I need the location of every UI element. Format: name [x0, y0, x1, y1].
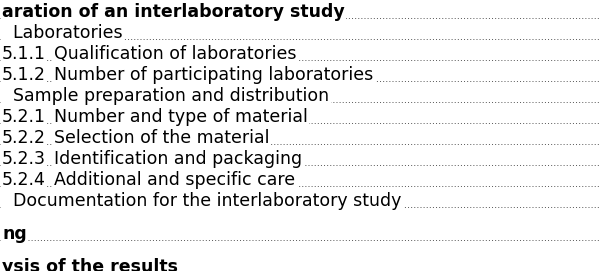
Text: 5.1.2: 5.1.2 — [2, 66, 46, 84]
Text: ng: ng — [2, 225, 27, 243]
Text: Documentation for the interlaboratory study: Documentation for the interlaboratory st… — [2, 192, 401, 210]
Text: Number of participating laboratories: Number of participating laboratories — [54, 66, 373, 84]
Text: Qualification of laboratories: Qualification of laboratories — [54, 45, 296, 63]
Text: 5.2.1: 5.2.1 — [2, 108, 46, 126]
Text: 5.2.4: 5.2.4 — [2, 171, 46, 189]
Text: Number and type of material: Number and type of material — [54, 108, 308, 126]
Text: Sample preparation and distribution: Sample preparation and distribution — [2, 87, 329, 105]
Text: 5.2.3: 5.2.3 — [2, 150, 46, 168]
Text: Selection of the material: Selection of the material — [54, 129, 269, 147]
Text: Identification and packaging: Identification and packaging — [54, 150, 302, 168]
Text: 5.1.1: 5.1.1 — [2, 45, 46, 63]
Text: Additional and specific care: Additional and specific care — [54, 171, 295, 189]
Text: 5.2.2: 5.2.2 — [2, 129, 46, 147]
Text: Laboratories: Laboratories — [2, 24, 122, 42]
Text: ysis of the results: ysis of the results — [2, 258, 178, 271]
Text: aration of an interlaboratory study: aration of an interlaboratory study — [2, 3, 345, 21]
